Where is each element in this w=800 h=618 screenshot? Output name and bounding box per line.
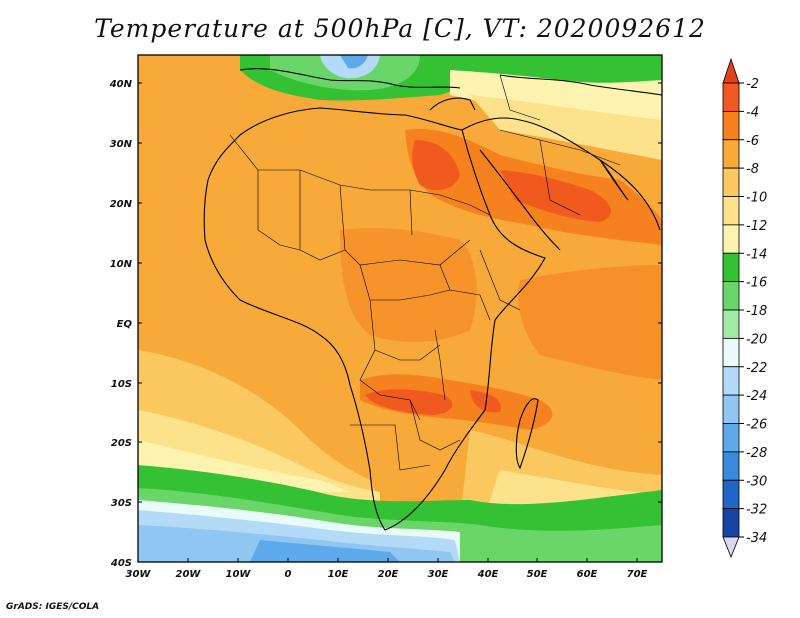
colorbar-label: -24 bbox=[746, 389, 767, 404]
colorbar-label: -26 bbox=[746, 418, 767, 433]
footer-credit: GrADS: IGES/COLA bbox=[6, 602, 100, 612]
temperature-field bbox=[138, 55, 662, 562]
colorbar-label: -34 bbox=[746, 531, 767, 546]
colorbar-swatch bbox=[722, 479, 740, 510]
lon-label-20e: 20E bbox=[378, 569, 399, 580]
lat-label-eq: EQ bbox=[117, 319, 133, 330]
lat-label-10n: 10N bbox=[110, 259, 133, 270]
colorbar-swatch bbox=[722, 252, 740, 283]
country-borders bbox=[229, 74, 621, 471]
lon-label-20w: 20W bbox=[176, 569, 202, 580]
colorbar-swatch bbox=[722, 394, 740, 424]
colorbar-swatch bbox=[722, 139, 740, 169]
colorbar-swatch bbox=[722, 451, 740, 481]
lat-label-30s: 30S bbox=[111, 498, 132, 509]
lat-label-20n: 20N bbox=[110, 199, 133, 210]
colorbar-label: -4 bbox=[746, 105, 759, 120]
lat-axis: 40N 30N 20N 10N EQ 10S 20S 30S 40S bbox=[109, 79, 662, 569]
colorbar-label: -6 bbox=[746, 134, 759, 149]
lat-label-20s: 20S bbox=[111, 438, 132, 449]
lon-label-30w: 30W bbox=[126, 569, 152, 580]
coastlines bbox=[203, 68, 662, 531]
lat-label-30n: 30N bbox=[110, 139, 133, 150]
colorbar-bottom-arrow bbox=[722, 536, 740, 559]
colorbar-label: -2 bbox=[746, 77, 759, 92]
colorbar-swatch bbox=[722, 309, 740, 339]
colorbar-swatch bbox=[722, 423, 740, 453]
colorbar-label: -18 bbox=[746, 304, 767, 319]
lon-label-70e: 70E bbox=[627, 569, 648, 580]
colorbar-swatch bbox=[722, 196, 740, 226]
map-frame bbox=[137, 54, 663, 563]
colorbar-label: -10 bbox=[746, 191, 767, 206]
lon-label-30e: 30E bbox=[428, 569, 449, 580]
lat-label-40n: 40N bbox=[109, 79, 133, 90]
colorbar-label: -12 bbox=[746, 219, 767, 234]
colorbar-label: -14 bbox=[746, 247, 767, 262]
lon-label-40e: 40E bbox=[477, 569, 499, 580]
colorbar-swatch bbox=[722, 337, 740, 368]
lon-label-10w: 10W bbox=[226, 569, 252, 580]
colorbar-label: -28 bbox=[746, 446, 767, 461]
colorbar-swatch bbox=[722, 82, 740, 112]
colorbar-swatch bbox=[722, 110, 740, 141]
colorbar-swatch bbox=[722, 281, 740, 311]
lat-label-10s: 10S bbox=[111, 379, 132, 390]
colorbar-swatch bbox=[722, 167, 740, 197]
colorbar-label: -30 bbox=[746, 474, 767, 489]
map-title: Temperature at 500hPa [C], VT: 202009261… bbox=[94, 14, 706, 43]
colorbar-label: -22 bbox=[746, 361, 767, 376]
colorbar-label: -32 bbox=[746, 503, 767, 518]
colorbar-top-arrow bbox=[722, 57, 740, 84]
colorbar-swatch bbox=[722, 224, 740, 254]
colorbar-label: -16 bbox=[746, 276, 767, 291]
colorbar-swatch bbox=[722, 508, 740, 538]
lon-label-60e: 60E bbox=[577, 569, 598, 580]
lon-label-0: 0 bbox=[285, 569, 292, 580]
colorbar-label: -8 bbox=[746, 162, 759, 177]
colorbar-swatch bbox=[722, 366, 740, 396]
colorbar-label: -20 bbox=[746, 332, 767, 347]
lon-label-10e: 10E bbox=[328, 569, 349, 580]
lon-label-50e: 50E bbox=[527, 569, 548, 580]
lat-label-40s: 40S bbox=[110, 558, 132, 569]
colorbar: -2 -4 -6 -8 -10 -12 -14 -16 -18 -20 -22 -24 -26 -28 -3… bbox=[722, 57, 767, 559]
lon-axis: 30W 20W 10W 0 10E 20E 30E 40E 50E 60E 70… bbox=[126, 558, 648, 580]
